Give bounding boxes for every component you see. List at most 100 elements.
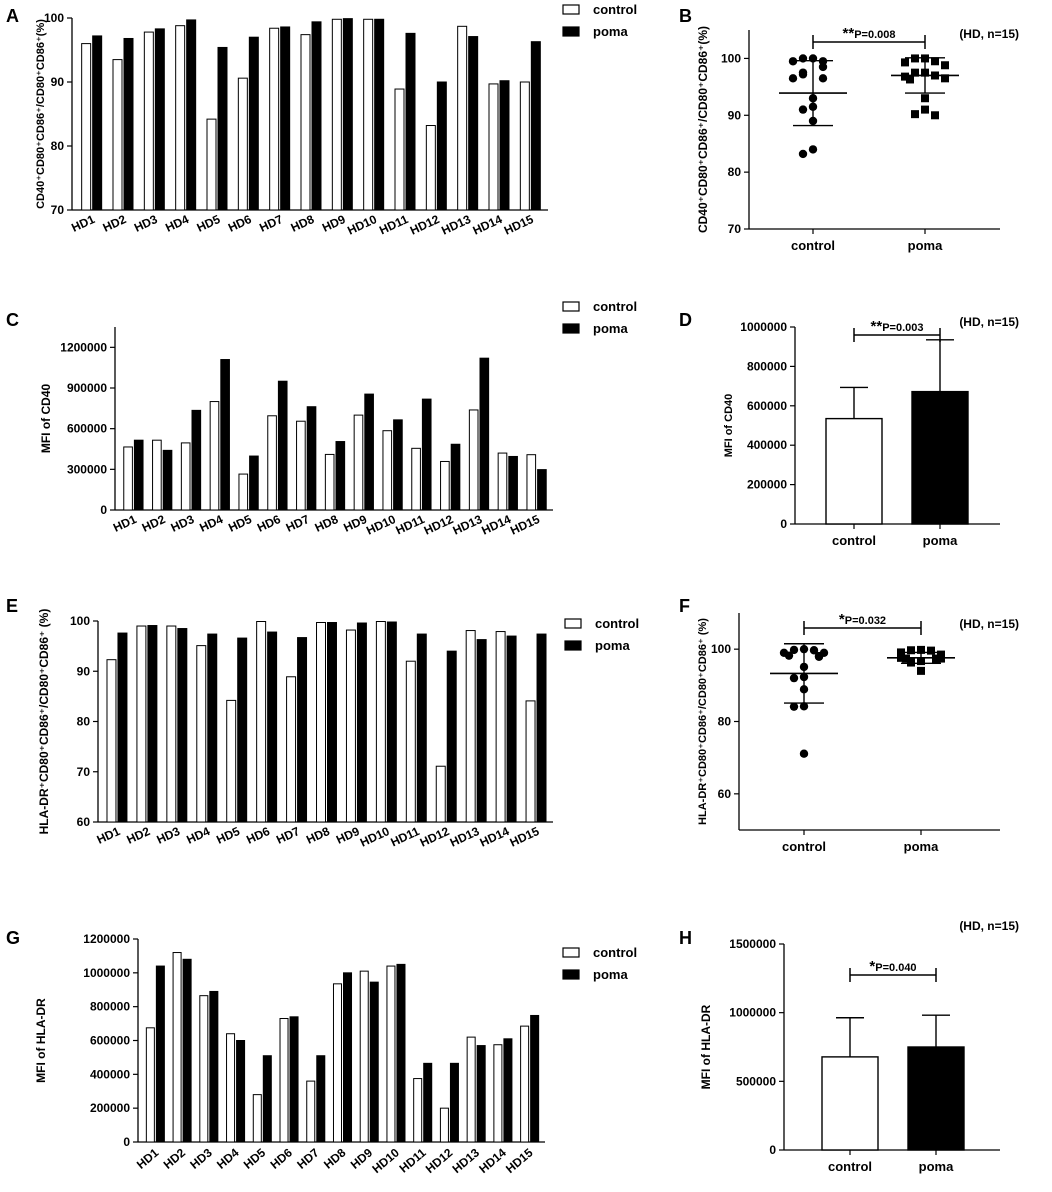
y-axis-label: MFI of CD40: [723, 394, 735, 458]
bar-poma-hd15: [536, 633, 547, 823]
bar-control-hd15: [525, 700, 536, 823]
y-tick-label: 100: [44, 11, 64, 25]
bar-control-hd10: [375, 621, 386, 823]
bar-control-hd10: [363, 18, 374, 211]
bar-poma-hd11: [421, 398, 432, 511]
legend: control poma: [562, 299, 637, 336]
bar-poma-hd3: [154, 28, 165, 211]
data-point-poma: [927, 646, 935, 655]
bar-poma-hd14: [499, 80, 510, 211]
panel-letter: C: [6, 310, 19, 330]
bar-control-hd6: [237, 77, 248, 211]
x-tick-label: HD2: [161, 1145, 189, 1171]
bar-poma-hd13: [476, 639, 487, 823]
bar-poma: [911, 390, 969, 525]
x-tick-label: HD9: [320, 212, 348, 235]
legend-label-poma: poma: [593, 24, 628, 39]
panel-letter: E: [6, 596, 18, 616]
x-tick-label: HD15: [502, 212, 536, 238]
panel-d: D 0 200000 400000 600000 800000 1000000 MFI of …: [679, 310, 1019, 548]
bar-poma-hd8: [327, 622, 337, 823]
x-tick-label: HD12: [423, 1145, 456, 1176]
y-tick-label: 500000: [736, 1074, 776, 1088]
y-tick-label: 1000000: [740, 320, 787, 334]
bar-control-hd8: [324, 453, 335, 511]
bar-poma-hd8: [311, 21, 322, 211]
bar-control-hd12: [435, 765, 446, 823]
data-point-poma: [921, 105, 929, 114]
bar-control-hd4: [175, 25, 186, 211]
bar-control-hd5: [226, 699, 237, 823]
bar-control-hd7: [296, 420, 306, 511]
bar-poma-hd12: [436, 81, 447, 211]
x-tick-label: HD2: [140, 512, 168, 535]
bar-control-hd6: [256, 621, 267, 823]
significance-stars: **: [871, 318, 883, 335]
legend: control poma: [562, 2, 637, 39]
significance-stars: **: [843, 25, 855, 42]
y-tick-label: 70: [77, 765, 91, 779]
legend-label-poma: poma: [595, 638, 630, 653]
bar-poma-hd3: [191, 409, 202, 511]
y-tick-label: 100: [70, 614, 90, 628]
bar-control-hd9: [345, 629, 356, 823]
data-point-control: [798, 149, 808, 159]
y-axis-label: HLA-DR⁺CD80⁺CD86⁺/CD80⁺CD86⁺ (%): [697, 618, 709, 825]
data-point-control: [788, 74, 798, 83]
bar-poma-hd12: [449, 1062, 459, 1143]
bar-control-hd8: [332, 983, 343, 1143]
bar-control-hd1: [106, 659, 117, 823]
significance-label: *P=0.040: [869, 958, 916, 975]
bar-poma-hd1: [117, 632, 128, 823]
legend-swatch-poma: [562, 969, 580, 980]
data-point-poma: [907, 658, 915, 667]
legend-swatch-control: [562, 4, 580, 15]
bar-control-hd12: [440, 460, 450, 511]
significance-p-value: P=0.040: [875, 962, 916, 974]
y-tick-label: 0: [769, 1143, 776, 1157]
bar-control-hd14: [488, 83, 499, 211]
y-tick-label: 90: [51, 75, 65, 89]
bar-poma-hd1: [133, 439, 144, 511]
x-tick-label: poma: [904, 839, 939, 854]
bar-poma-hd9: [342, 18, 353, 211]
bar-poma-hd6: [267, 631, 278, 823]
x-tick-label: poma: [923, 533, 958, 548]
x-tick-label: HD7: [294, 1145, 322, 1171]
y-tick-label: 400000: [747, 438, 787, 452]
legend-label-control: control: [593, 2, 637, 17]
y-tick-label: 80: [51, 139, 65, 153]
bar-control-hd4: [209, 401, 220, 511]
data-point-poma: [917, 645, 925, 654]
panel-g: G 0 200000 400000 600000 800000 1000000 1200000…: [6, 928, 637, 1176]
panel-e: E 60 70 80 90 100 HLA-DR⁺CD80⁺CD86⁺/CD80⁺CD86⁺…: [6, 596, 639, 850]
legend-label-poma: poma: [593, 967, 628, 982]
significance-label: **P=0.003: [871, 318, 924, 335]
significance-label: **P=0.008: [843, 25, 896, 42]
x-tick-label: HD4: [214, 1145, 242, 1171]
bar-control-hd8: [316, 622, 326, 823]
x-tick-label: HD2: [124, 824, 152, 847]
y-tick-label: 800000: [747, 359, 787, 373]
data-point-poma: [901, 72, 909, 81]
y-tick-label: 600000: [90, 1034, 130, 1048]
y-axis-label: MFI of CD40: [39, 384, 53, 454]
bar-control-hd2: [112, 59, 123, 211]
bar-control-hd9: [353, 414, 364, 511]
bar-control-hd2: [172, 952, 182, 1143]
y-tick-label: 1200000: [60, 340, 107, 354]
bar-control-hd15: [526, 454, 537, 511]
bar-poma-hd7: [306, 406, 317, 511]
x-tick-label: HD6: [226, 212, 254, 235]
x-tick-label: HD6: [268, 1145, 296, 1171]
bar-control: [821, 1056, 879, 1151]
panel-letter: F: [679, 596, 690, 616]
y-tick-label: 80: [718, 715, 732, 729]
x-tick-label: HD7: [274, 824, 302, 847]
y-tick-label: 1500000: [729, 937, 776, 951]
bar-control-hd8: [300, 34, 311, 211]
y-tick-label: 90: [728, 108, 742, 122]
bar-control-hd1: [81, 43, 92, 211]
y-axis-label: MFI of HLA-DR: [699, 1004, 713, 1089]
